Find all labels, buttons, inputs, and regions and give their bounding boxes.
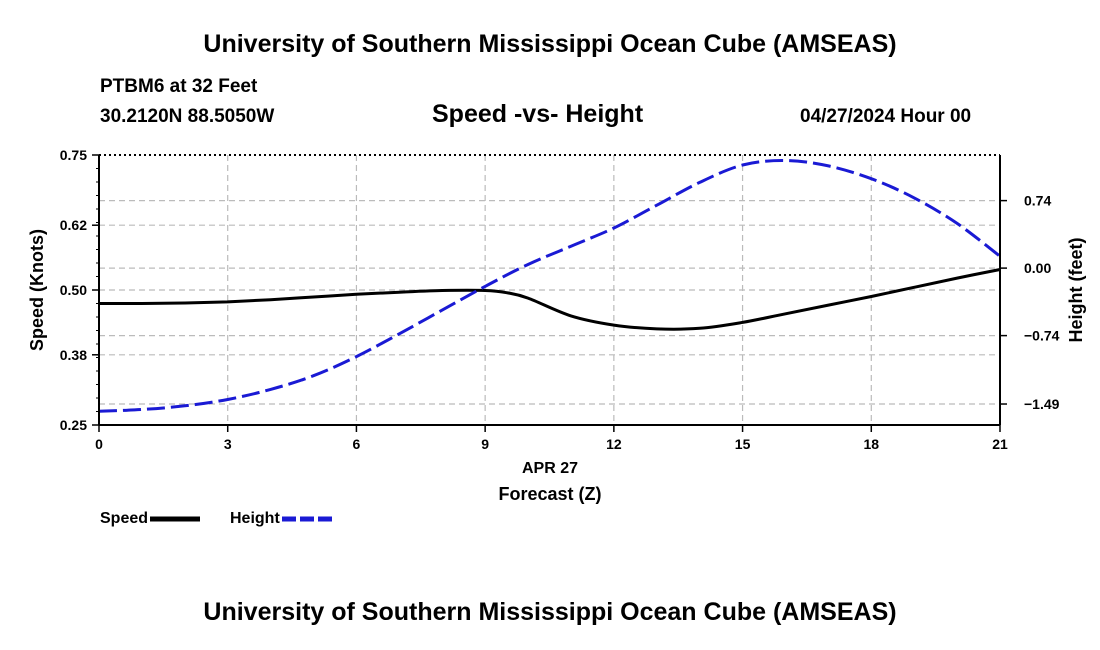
series-lines [98,158,1001,413]
y2-tick-label: −0.74 [1024,328,1060,344]
y-tick-label: 0.62 [60,217,87,233]
axis-ticks: 0 3 6 9 12 15 18 21 0.25 0.38 0.50 0.62 0.75 −1.49 −0.… [60,147,1060,452]
series-line-height [98,158,1001,413]
x-tick-label: 3 [224,436,232,452]
chart-subtitle: Speed -vs- Height [432,100,644,128]
main-title: University of Southern Mississippi Ocean… [203,30,897,58]
y-tick-label: 0.25 [60,417,87,433]
legend-height: Height [230,510,334,528]
y2-tick-label: 0.00 [1024,260,1051,276]
y-tick-label: 0.38 [60,347,87,363]
legend-height-label: Height [230,510,280,527]
legend-height-swatch [281,516,332,522]
chart-datetime: 04/27/2024 Hour 00 [800,106,972,127]
grid-lines [99,155,1000,425]
y-tick-label: 0.50 [60,282,87,298]
x-tick-label: 21 [992,436,1008,452]
legend-speed-swatch [150,516,201,522]
footer-title: University of Southern Mississippi Ocean… [203,598,897,626]
x-tick-label: 12 [606,436,622,452]
legend-speed-label: Speed [100,510,149,527]
y2-tick-label: −1.49 [1024,396,1060,412]
x-tick-label: 9 [481,436,489,452]
series-line-speed [98,268,1001,331]
legend-speed: Speed [100,510,202,528]
x-tick-label: 6 [353,436,361,452]
station-coords: 30.2120N 88.5050W [100,106,275,127]
y-axis-label-left: Speed (Knots) [27,229,47,351]
y-axis-label-right: Height (feet) [1066,238,1086,343]
y-tick-label: 0.75 [60,147,87,163]
x-tick-label: 0 [95,436,103,452]
y2-tick-label: 0.74 [1024,193,1051,209]
x-date-label: APR 27 [522,460,578,477]
x-tick-label: 18 [863,436,879,452]
x-tick-label: 15 [735,436,751,452]
station-name: PTBM6 at 32 Feet [100,76,258,97]
x-axis-label: Forecast (Z) [498,484,601,504]
